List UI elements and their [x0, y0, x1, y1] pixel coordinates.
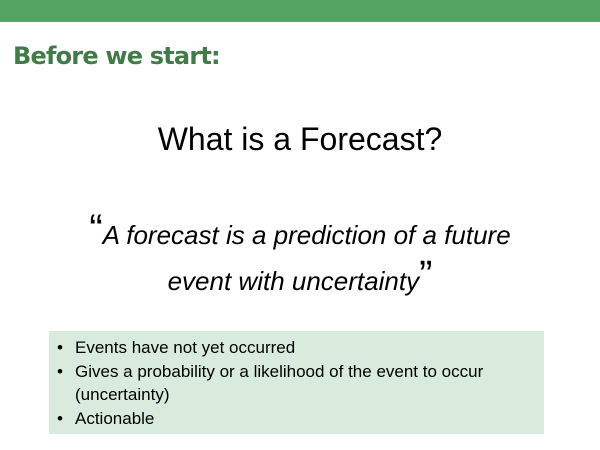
quote-text-2: event with uncertainty — [167, 266, 420, 296]
bullet-icon: • — [57, 361, 63, 381]
slide-title: What is a Forecast? — [157, 121, 443, 157]
quote-line-1: “A forecast is a prediction of a future — [40, 209, 560, 258]
list-item: • Events have not yet occurred — [55, 336, 534, 360]
bullet-icon: • — [57, 338, 63, 357]
close-quote-mark: ” — [419, 253, 433, 297]
info-box: • Events have not yet occurred • Gives a p… — [49, 331, 544, 434]
slide-heading: Before we start: — [13, 42, 221, 70]
quote-line-2: event with uncertainty” — [40, 255, 560, 304]
bullet-icon: • — [57, 408, 63, 428]
bullet-list: • Events have not yet occurred • Gives a p… — [55, 336, 534, 430]
list-item: • Actionable — [55, 407, 534, 431]
list-item-text: Actionable — [75, 408, 155, 428]
top-accent-bar — [0, 0, 600, 22]
list-item-text: Gives a probability or a likelihood of t… — [75, 361, 484, 405]
list-item: • Gives a probability or a likelihood of … — [55, 360, 534, 407]
open-quote-mark: “ — [89, 207, 103, 251]
list-item-text: Events have not yet occurred — [75, 338, 296, 357]
quote-text-1: A forecast is a prediction of a future — [102, 220, 511, 250]
definition-quote: “A forecast is a prediction of a future … — [40, 209, 560, 304]
